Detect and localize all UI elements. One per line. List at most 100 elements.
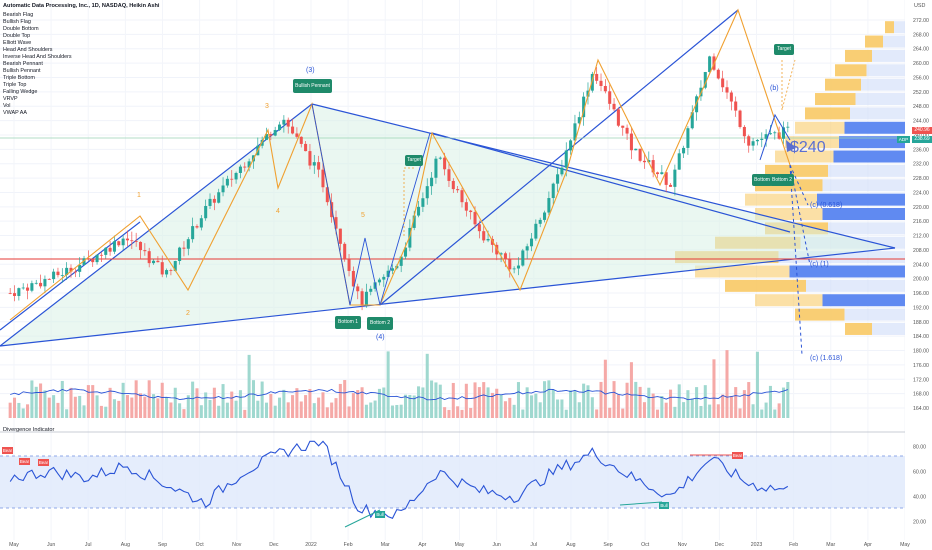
candle-body — [69, 267, 73, 272]
volume-bar — [91, 385, 95, 418]
candle-body — [156, 260, 160, 263]
time-tick: Mar — [826, 542, 835, 548]
osc-tick: 40.00 — [913, 495, 926, 501]
volume-bar — [438, 384, 442, 418]
volume-bar — [525, 387, 529, 418]
candle-body — [21, 287, 25, 289]
indicator-item[interactable]: VRVP — [3, 96, 18, 102]
volume-bar — [138, 393, 143, 418]
volume-bar — [664, 402, 668, 418]
price-tick: 244.00 — [913, 119, 929, 125]
time-tick: Apr — [864, 542, 872, 548]
volume-bar — [247, 354, 251, 418]
indicator-item[interactable]: Vol — [3, 103, 11, 109]
volume-bar — [278, 397, 282, 418]
candle-body — [677, 153, 681, 170]
candle-body — [86, 258, 90, 260]
indicator-item[interactable]: Bearish Pennant — [3, 61, 43, 67]
vp-bar-blue — [855, 93, 905, 106]
candle-body — [60, 275, 64, 276]
candle-body — [786, 126, 790, 128]
volume-bar — [52, 395, 56, 418]
candle-body — [52, 271, 56, 280]
volume-bar — [669, 389, 673, 418]
candle-body — [208, 198, 212, 206]
candle-body — [590, 73, 594, 91]
volume-bar — [73, 396, 77, 418]
indicator-item[interactable]: Double Bottom — [3, 26, 39, 32]
vp-bar-orange — [795, 121, 845, 134]
vp-bar-blue — [844, 121, 905, 134]
volume-bar — [469, 407, 473, 418]
time-tick: Oct — [196, 542, 205, 548]
candle-body — [178, 247, 182, 262]
candle-body — [386, 270, 390, 277]
candle-body — [521, 250, 525, 266]
volume-bar — [473, 382, 477, 418]
vp-bar-blue — [822, 208, 905, 220]
indicator-item[interactable]: Elliott Wave — [3, 40, 32, 46]
volume-bar — [260, 381, 264, 418]
candle-body — [625, 127, 629, 134]
candle-body — [655, 172, 660, 175]
indicator-item[interactable]: Double Top — [3, 33, 31, 39]
candle-body — [443, 157, 447, 170]
vp-bar-blue — [894, 21, 905, 34]
time-tick: May — [9, 542, 19, 548]
indicator-item[interactable]: VWAP AA — [3, 110, 27, 116]
candle-body — [582, 96, 586, 118]
volume-ma-line — [10, 388, 788, 401]
candle-body — [695, 96, 699, 113]
candle-body — [725, 87, 729, 93]
vp-bar-blue — [828, 164, 905, 177]
volume-bar — [204, 392, 208, 418]
indicator-item[interactable]: Triple Top — [3, 82, 27, 88]
candle-body — [99, 254, 103, 256]
indicator-item[interactable]: Head And Shoulders — [3, 47, 53, 53]
wave-label-paren-3: (3) — [306, 67, 315, 74]
label-c-0618: (c) (0.618) — [810, 202, 843, 209]
indicator-item[interactable]: Bullish Pennant — [3, 68, 41, 74]
candle-body — [499, 253, 503, 255]
price-call-arrow — [786, 140, 796, 152]
volume-bar — [725, 350, 729, 418]
volume-bar — [608, 407, 612, 418]
candle-body — [612, 103, 616, 110]
volume-bar — [304, 395, 308, 418]
volume-bar — [230, 391, 234, 418]
volume-bar — [108, 387, 112, 418]
indicator-item[interactable]: Bullish Flag — [3, 19, 31, 25]
price-tick: 192.00 — [913, 305, 929, 311]
candle-body — [482, 231, 486, 241]
volume-bar — [682, 402, 686, 418]
volume-bar — [482, 382, 486, 418]
candle-body — [703, 72, 707, 88]
price-tick: 172.00 — [913, 377, 929, 383]
vp-bar-blue — [822, 179, 905, 192]
osc-tick: 20.00 — [913, 520, 926, 526]
vp-bar-blue — [872, 322, 905, 335]
volume-bar — [408, 394, 412, 418]
volume-bar — [686, 390, 690, 418]
indicator-item[interactable]: Bearish Flag — [3, 12, 34, 18]
volume-bar — [760, 409, 764, 418]
volume-bar — [134, 380, 138, 418]
time-tick: Sep — [158, 542, 167, 548]
wave-label-2a: 2 — [186, 310, 190, 317]
volume-bar — [560, 399, 564, 418]
volume-bar — [8, 402, 12, 418]
candle-body — [464, 202, 468, 211]
vp-bar-orange — [775, 150, 834, 163]
time-tick: Dec — [715, 542, 725, 548]
candle-body — [608, 91, 612, 104]
candle-body — [173, 261, 177, 271]
indicator-item[interactable]: Inverse Head And Shoulders — [3, 54, 72, 60]
bear-badge-3: Bear — [38, 459, 49, 466]
indicator-item[interactable]: Triple Bottom — [3, 75, 35, 81]
price-tick: 220.00 — [913, 205, 929, 211]
indicator-item[interactable]: Falling Wedge — [3, 89, 38, 95]
volume-bar — [538, 402, 542, 418]
volume-bar — [786, 381, 790, 418]
volume-bar — [34, 386, 38, 418]
